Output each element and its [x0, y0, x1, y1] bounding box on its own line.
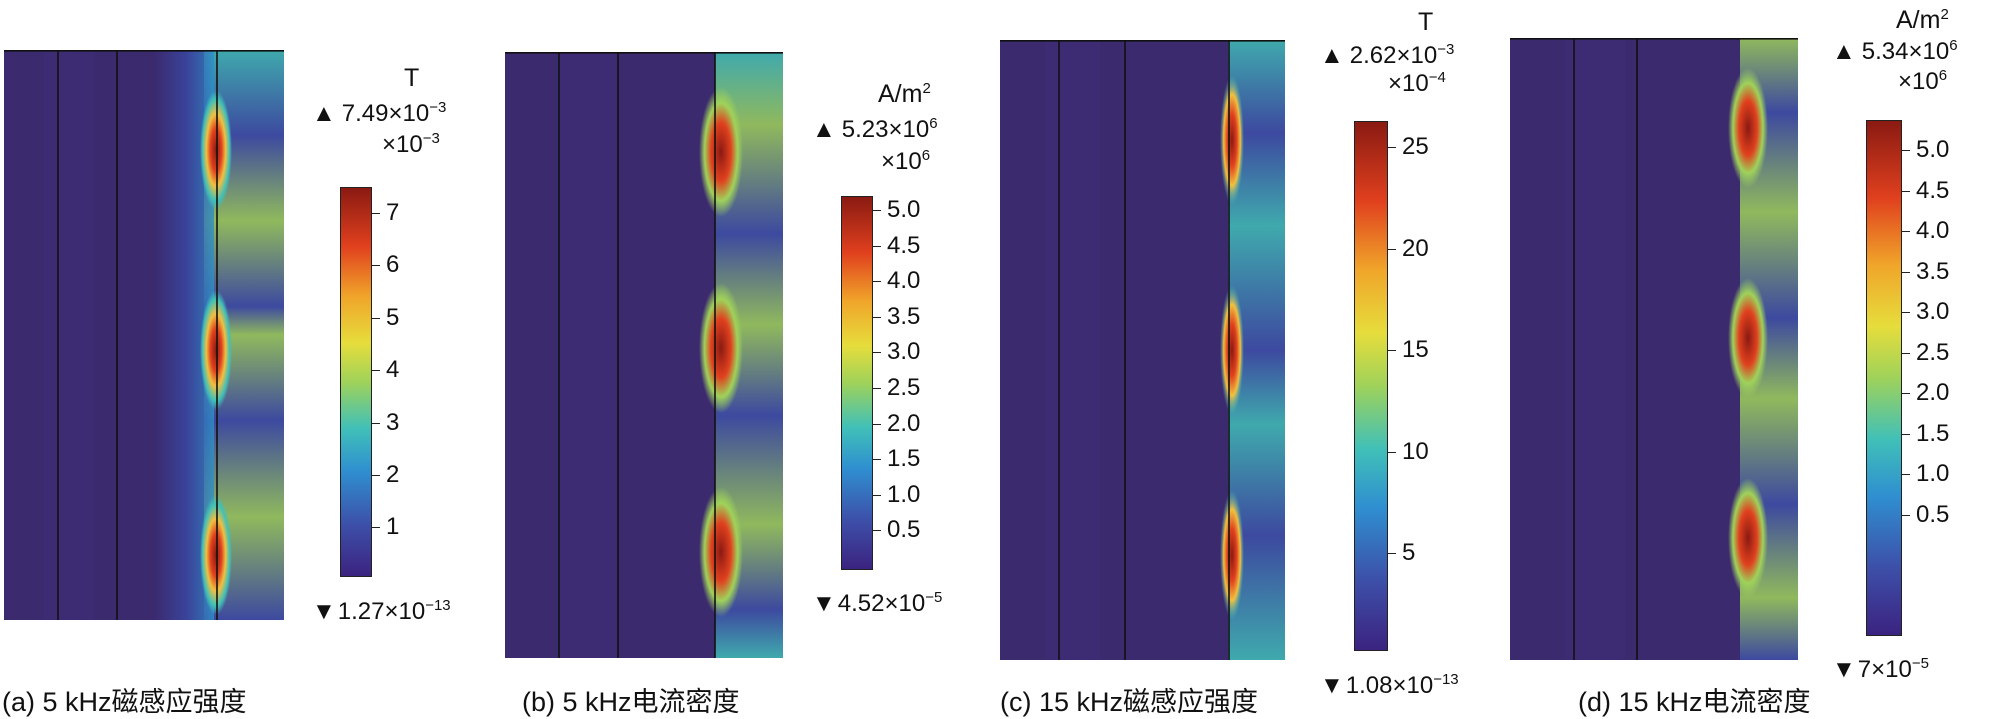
multiplier-a: ×10−3	[382, 130, 440, 158]
colorbar-d	[1866, 120, 1902, 636]
field-plot-c	[1000, 40, 1285, 660]
min-value-b: 4.52×10−5	[812, 590, 943, 618]
colorbar-tick-label: 4.5	[1901, 176, 1950, 204]
colorbar-tick-label: 3.5	[872, 302, 921, 330]
colorbar-tick-label: 15	[1388, 336, 1429, 363]
unit-label-d: A/m2	[1896, 6, 1949, 34]
unit-label-c: T	[1418, 8, 1434, 36]
colorbar-tick-label: 4.0	[872, 267, 921, 295]
min-value-d: 7×10−5	[1832, 656, 1929, 684]
colorbar-tick-label: 7	[371, 199, 400, 226]
colorbar-tick-label: 2	[371, 461, 400, 488]
max-value-a: 7.49×10−3	[312, 100, 447, 128]
unit-label-b: A/m2	[878, 80, 931, 108]
colorbar-tick-label: 5.0	[872, 196, 921, 223]
min-value-c: 1.08×10−13	[1320, 672, 1459, 700]
field-plot-b	[505, 52, 783, 658]
caption-d: (d) 15 kHz电流密度	[1578, 687, 1811, 717]
colorbar-tick-label: 0.5	[1901, 500, 1950, 528]
multiplier-b: ×106	[881, 147, 931, 175]
max-value-b: 5.23×106	[812, 116, 938, 144]
caption-b: (b) 5 kHz电流密度	[522, 687, 740, 717]
colorbar-a	[340, 187, 372, 577]
colorbar-tick-label: 1.5	[1901, 419, 1950, 447]
colorbar-tick-label: 5.0	[1901, 136, 1950, 163]
colorbar-tick-label: 2.0	[872, 409, 921, 437]
max-value-c: 2.62×10−3	[1320, 42, 1455, 70]
colorbar-tick-label: 10	[1388, 437, 1429, 465]
caption-a: (a) 5 kHz磁感应强度	[2, 687, 247, 717]
colorbar-tick-label: 2.5	[872, 374, 921, 401]
colorbar-tick-label: 4.0	[1901, 217, 1950, 244]
colorbar-tick-label: 4.5	[872, 231, 921, 259]
colorbar-tick-label: 1.0	[872, 480, 921, 508]
colorbar-tick-label: 3.0	[872, 338, 921, 366]
colorbar-tick-label: 1.5	[872, 445, 921, 473]
colorbar-tick-label: 5	[1387, 539, 1416, 566]
colorbar-tick-label: 25	[1388, 133, 1429, 160]
multiplier-c: ×10−4	[1388, 69, 1446, 97]
colorbar-tick-label: 2.5	[1901, 338, 1950, 366]
colorbar-tick-label: 3.5	[1901, 257, 1950, 285]
multiplier-d: ×106	[1898, 67, 1948, 95]
field-plot-d	[1510, 38, 1798, 660]
colorbar-tick-label: 0.5	[872, 516, 921, 544]
max-value-d: 5.34×106	[1832, 38, 1958, 66]
colorbar-tick-label: 4	[371, 356, 400, 384]
colorbar-tick-label: 5	[371, 303, 400, 331]
colorbar-tick-label: 3.0	[1901, 298, 1950, 325]
field-plot-a	[4, 50, 284, 620]
colorbar-tick-label: 3	[371, 408, 400, 436]
colorbar-c	[1354, 121, 1388, 651]
colorbar-tick-label: 2.0	[1901, 379, 1950, 406]
colorbar-tick-label: 6	[371, 251, 400, 279]
caption-c: (c) 15 kHz磁感应强度	[1000, 687, 1259, 717]
unit-label-a: T	[404, 64, 420, 92]
colorbar-b	[841, 196, 873, 570]
colorbar-tick-label: 20	[1388, 234, 1429, 262]
colorbar-tick-label: 1.0	[1901, 460, 1950, 487]
colorbar-tick-label: 1	[371, 513, 400, 541]
min-value-a: 1.27×10−13	[312, 598, 451, 626]
